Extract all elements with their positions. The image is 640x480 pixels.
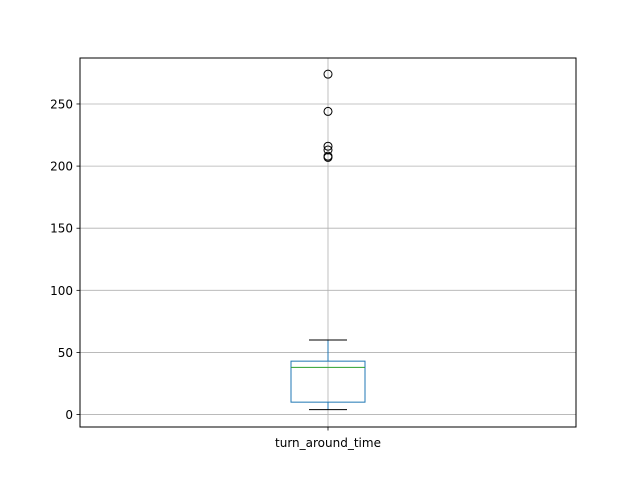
y-tick-label: 0: [65, 408, 73, 422]
outlier-point: [323, 145, 333, 155]
plot-frame: [79, 57, 577, 428]
outlier-point: [323, 141, 333, 151]
axis-layer: 0 50 100 150 200 250 turn_around_time: [50, 97, 381, 450]
y-tick-label: 200: [50, 160, 73, 174]
y-tick-label: 150: [50, 222, 73, 236]
y-tick-label: 50: [58, 346, 73, 360]
grid-layer: [80, 58, 576, 427]
iqr-box: [290, 360, 366, 403]
outlier-point: [323, 106, 333, 116]
y-tick-label: 250: [50, 97, 73, 111]
plot-layer: [290, 69, 366, 411]
x-tick-label: turn_around_time: [275, 436, 381, 450]
outlier-point: [323, 69, 333, 79]
outlier-point: [323, 152, 333, 162]
y-tick-label: 100: [50, 284, 73, 298]
